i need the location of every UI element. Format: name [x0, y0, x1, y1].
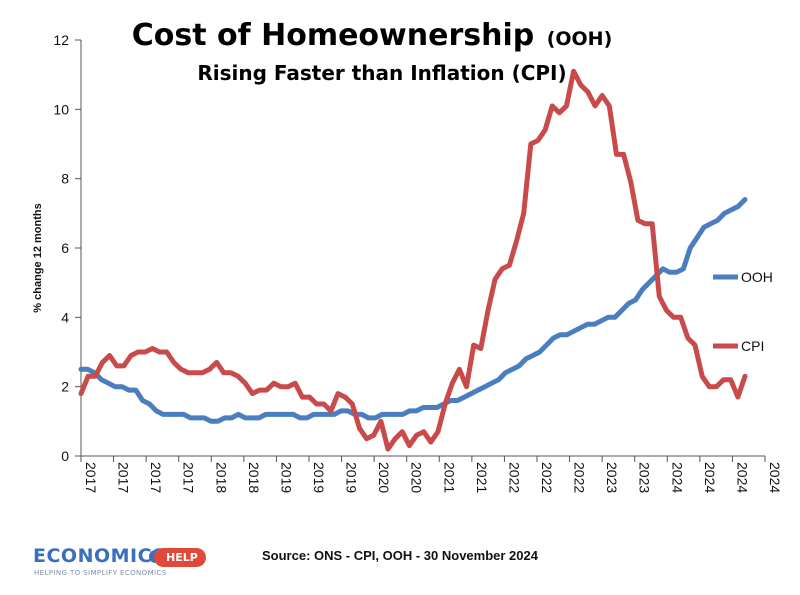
- x-tick-label: 2024: [669, 462, 685, 493]
- x-tick-label: 2023: [604, 462, 620, 493]
- x-tick-label: 2017: [181, 462, 197, 493]
- x-tick-label: 2017: [148, 462, 164, 493]
- x-tick-label: 2024: [767, 462, 783, 493]
- x-tick-label: 2021: [441, 462, 457, 493]
- x-tick-label: 2019: [311, 462, 327, 493]
- legend: OOH CPI: [713, 269, 773, 354]
- y-axis-label: % change 12 months: [32, 203, 44, 312]
- x-tick-label: 2022: [572, 462, 588, 493]
- x-tick-label: 2024: [702, 462, 718, 493]
- y-tick-label: 6: [61, 240, 69, 256]
- y-tick-label: 8: [61, 171, 69, 187]
- series-line-ooh: [78, 197, 748, 424]
- x-tick-label: 2022: [506, 462, 522, 493]
- x-tick-label: 2024: [734, 462, 750, 493]
- series-line-cpi: [78, 68, 748, 452]
- x-tick-label: 2019: [278, 462, 294, 493]
- logo-tagline: HELPING TO SIMPLIFY ECONOMICS: [34, 569, 167, 577]
- logo-badge: HELP: [154, 548, 206, 567]
- y-tick-label: 4: [61, 309, 69, 325]
- y-tick-label: 2: [61, 379, 69, 395]
- y-tick-label: 0: [61, 448, 69, 464]
- x-tick-label: 2017: [83, 462, 99, 493]
- x-tick-label: 2021: [474, 462, 490, 493]
- source-note: Source: ONS - CPI, OOH - 30 November 202…: [262, 548, 538, 563]
- x-tick-label: 2018: [246, 462, 262, 493]
- x-tick-label: 2017: [116, 462, 132, 493]
- x-tick-label: 2020: [409, 462, 425, 493]
- y-tick-label: 12: [53, 32, 69, 48]
- y-ticks: 0 2 4 6 8 10 12: [53, 32, 81, 464]
- x-tick-label: 2019: [344, 462, 360, 493]
- legend-label-ooh: OOH: [741, 269, 773, 285]
- legend-label-cpi: CPI: [741, 338, 764, 354]
- chart-subtitle: Rising Faster than Inflation (CPI): [197, 61, 566, 85]
- y-tick-label: 10: [53, 101, 69, 117]
- series-lines: [78, 68, 748, 452]
- logo-word: ECONOMICS: [33, 545, 167, 567]
- x-tick-label: 2023: [637, 462, 653, 493]
- x-ticks: 2017 2017 2017 2017 2018 2018 2019 2019 2019 2020…: [80, 456, 783, 493]
- axes: [80, 40, 765, 457]
- economics-help-logo: ECONOMICS HELP HELPING TO SIMPLIFY ECONO…: [33, 545, 206, 581]
- x-tick-label: 2018: [213, 462, 229, 493]
- x-tick-label: 2022: [539, 462, 555, 493]
- chart-title: Cost of Homeownership (OOH): [132, 18, 613, 53]
- x-tick-label: 2020: [376, 462, 392, 493]
